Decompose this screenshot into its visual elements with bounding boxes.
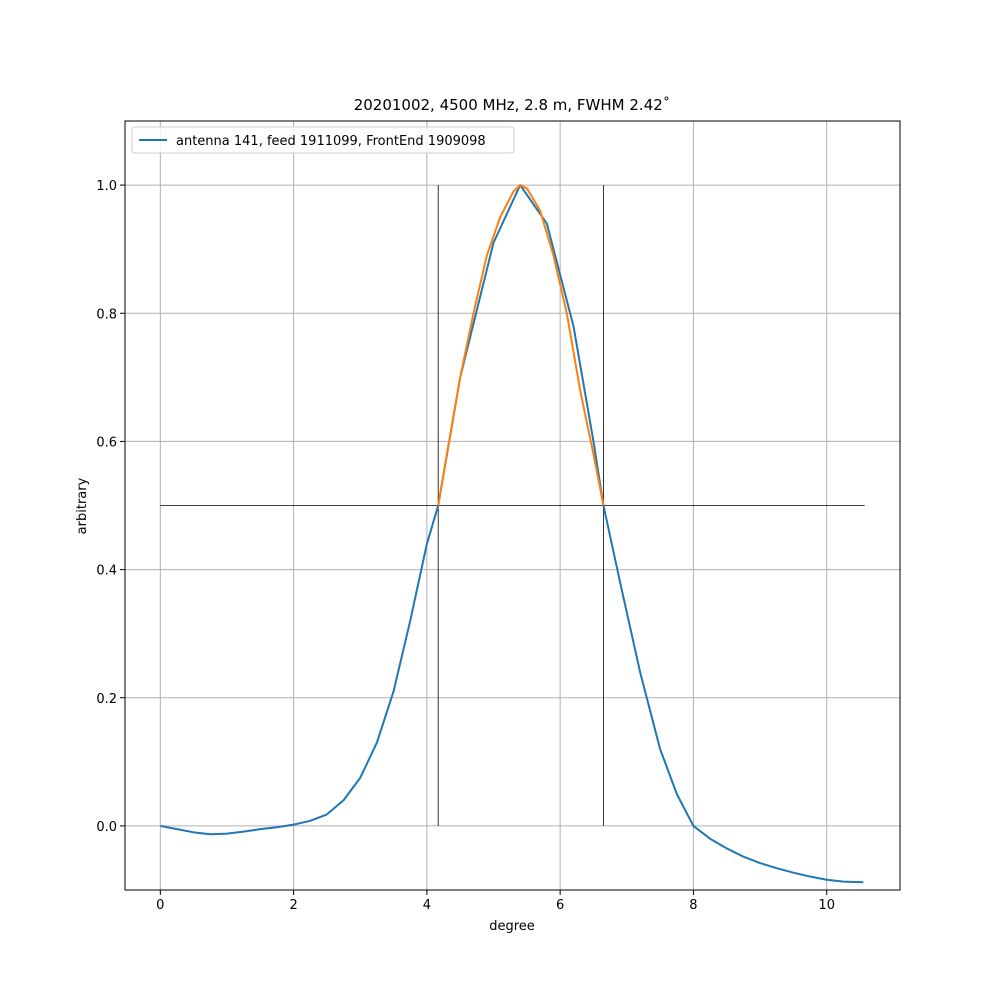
legend-box [131, 126, 515, 154]
y-tick-label: 0.2 [96, 692, 117, 707]
y-tick-label: 0.8 [96, 307, 117, 322]
x-axis-label: degree [489, 919, 535, 934]
x-tick-label: 2 [289, 898, 297, 913]
x-tick-label: 8 [689, 898, 697, 913]
legend-label: antenna 141, feed 1911099, FrontEnd 1909… [176, 134, 486, 149]
y-axis-ticks: 0.0 0.2 0.4 0.6 0.8 1.0 [96, 179, 125, 835]
chart-title: 20201002, 4500 MHz, 2.8 m, FWHM 2.42˚ [354, 96, 671, 114]
x-tick-label: 6 [556, 898, 564, 913]
series-lines [160, 184, 864, 884]
y-tick-label: 0.6 [96, 435, 117, 450]
x-tick-label: 4 [423, 898, 431, 913]
fwhm-fit-line [437, 184, 605, 506]
y-tick-label: 0.0 [96, 820, 117, 835]
x-tick-label: 10 [818, 898, 835, 913]
plot-frame [124, 120, 901, 891]
y-axis-label: arbitrary [75, 477, 90, 534]
y-tick-label: 0.4 [96, 564, 117, 579]
x-tick-label: 0 [156, 898, 164, 913]
beam-profile-line [160, 184, 864, 884]
y-tick-label: 1.0 [96, 179, 117, 194]
x-axis-ticks: 0 2 4 6 8 10 [156, 890, 835, 913]
legend: antenna 141, feed 1911099, FrontEnd 1909… [131, 126, 515, 154]
